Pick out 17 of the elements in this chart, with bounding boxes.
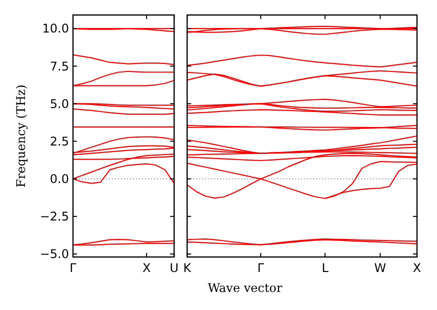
y-axis-title: Frequency (THz)	[14, 84, 28, 188]
y-tick-label: 7.5	[50, 59, 69, 74]
x-tick-label: Γ	[257, 261, 264, 275]
y-tick-label: 5.0	[50, 96, 69, 111]
y-tick-label: 2.5	[50, 134, 69, 148]
x-tick-label: Γ	[70, 261, 77, 275]
x-tick-label: X	[142, 261, 151, 275]
y-tick-label: −5.0	[40, 247, 69, 262]
x-tick-label: X	[412, 261, 422, 275]
x-tick-label: L	[322, 261, 329, 275]
y-tick-label: −2.5	[40, 210, 69, 224]
x-tick-label: U	[170, 261, 179, 275]
x-tick-label: K	[183, 261, 192, 275]
y-tick-label: 10.0	[42, 22, 69, 36]
y-tick-label: 0.0	[50, 172, 69, 186]
x-tick-label: W	[374, 261, 386, 275]
x-axis-title: Wave vector	[208, 281, 283, 295]
